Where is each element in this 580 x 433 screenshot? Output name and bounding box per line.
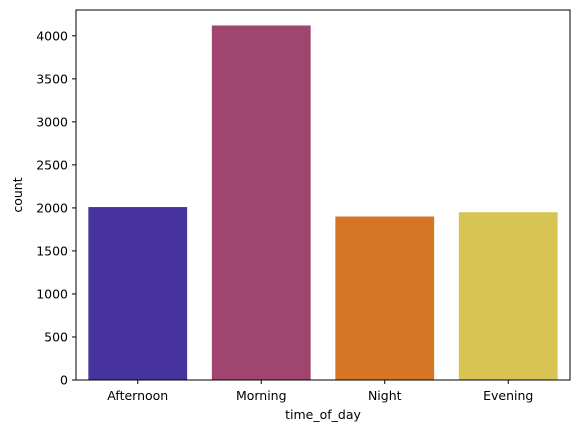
bar-evening [458,212,558,380]
y-tick-label: 1500 [36,243,68,258]
x-tick-label: Afternoon [107,388,168,403]
y-tick-label: 1000 [36,286,68,301]
y-axis-label: count [10,177,25,212]
bar-morning [211,25,311,380]
x-axis-label: time_of_day [285,407,361,422]
bars-group [88,25,558,380]
bar-night [335,216,435,380]
y-tick-label: 3000 [36,114,68,129]
x-axis-ticks: Afternoon Morning Night Evening [107,380,533,403]
x-tick-label: Night [368,388,402,403]
y-axis-ticks: 0 500 1000 1500 2000 2500 3000 3500 4000 [36,28,76,388]
bar-afternoon [88,207,188,380]
y-tick-label: 2000 [36,200,68,215]
y-tick-label: 0 [60,373,68,388]
x-tick-label: Evening [483,388,533,403]
plot-frame [75,9,571,381]
y-tick-label: 2500 [36,157,68,172]
x-tick-label: Morning [236,388,287,403]
y-tick-label: 4000 [36,28,68,43]
y-tick-label: 3500 [36,71,68,86]
y-tick-label: 500 [44,329,68,344]
